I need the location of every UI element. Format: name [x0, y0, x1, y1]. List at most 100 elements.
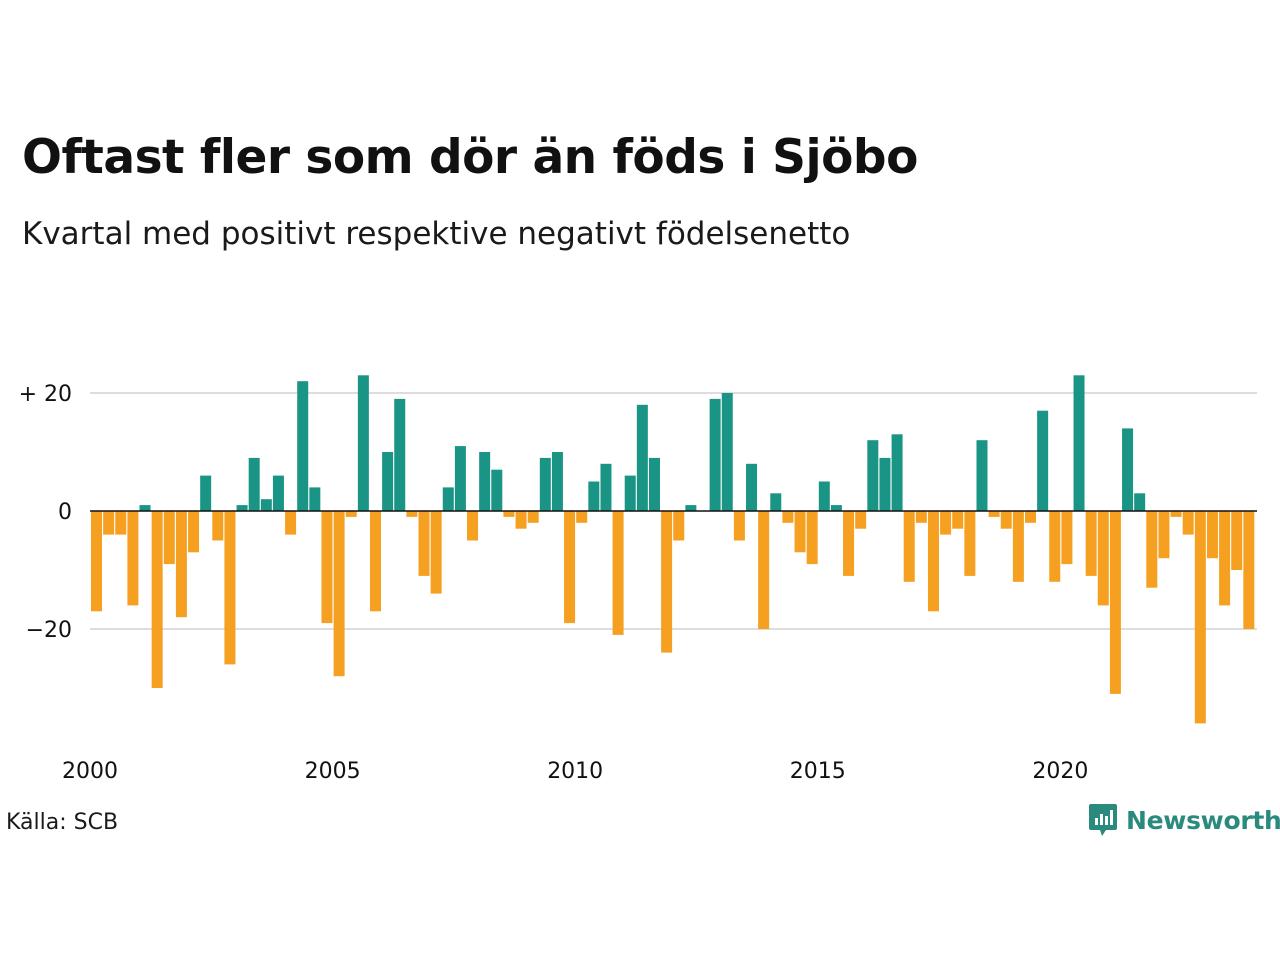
- bar-negative: [503, 511, 515, 517]
- bar-positive: [624, 475, 636, 511]
- bar-negative: [345, 511, 357, 517]
- bar-positive: [357, 375, 369, 511]
- bar-negative: [1061, 511, 1073, 565]
- bar-positive: [394, 398, 406, 511]
- bar-positive: [139, 505, 151, 511]
- bar-negative: [175, 511, 187, 618]
- bar-positive: [600, 463, 612, 511]
- x-tick-label: 2000: [62, 759, 118, 784]
- bar-positive: [709, 398, 721, 511]
- bar-negative: [855, 511, 867, 529]
- y-tick-label: −20: [26, 618, 72, 643]
- x-tick-label: 2005: [305, 759, 361, 784]
- bar-negative: [369, 511, 381, 612]
- brand-name: Newsworthy: [1126, 805, 1280, 835]
- bar-negative: [1012, 511, 1024, 582]
- bar-negative: [794, 511, 806, 553]
- bar-negative: [1109, 511, 1121, 694]
- bar-positive: [1073, 375, 1085, 511]
- bar-negative: [1206, 511, 1218, 559]
- bar-positive: [551, 452, 563, 511]
- y-tick-label: 0: [58, 500, 72, 525]
- bar-positive: [746, 463, 758, 511]
- bar-negative: [1243, 511, 1255, 629]
- bar-negative: [673, 511, 685, 541]
- bar-positive: [309, 487, 321, 511]
- bar-positive: [721, 393, 733, 511]
- bar-positive: [479, 452, 491, 511]
- bar-positive: [260, 499, 272, 511]
- bar-positive: [1134, 493, 1146, 511]
- bar-negative: [843, 511, 855, 576]
- bar-negative: [782, 511, 794, 523]
- bar-negative: [1025, 511, 1037, 523]
- bar-positive: [636, 404, 648, 511]
- bar-negative: [1097, 511, 1109, 606]
- bar-positive: [770, 493, 782, 511]
- bar-positive: [830, 505, 842, 511]
- bar-negative: [988, 511, 1000, 517]
- newsworthy-logo-icon: [1089, 804, 1117, 836]
- bar-negative: [115, 511, 127, 535]
- source-note: Källa: SCB: [6, 810, 119, 835]
- bar-positive: [818, 481, 830, 511]
- bar-negative: [1170, 511, 1182, 517]
- bar-negative: [1231, 511, 1243, 570]
- bar-chart: + 20 0 −20 2000 2005 2010 2015 2020: [19, 375, 1257, 784]
- bar-negative: [1000, 511, 1012, 529]
- bar-positive: [454, 446, 466, 511]
- bar-negative: [103, 511, 115, 535]
- bar-negative: [915, 511, 927, 523]
- bar-negative: [430, 511, 442, 594]
- bar-negative: [212, 511, 224, 541]
- bar-negative: [903, 511, 915, 582]
- bar-layer: [91, 375, 1255, 724]
- bar-positive: [976, 440, 988, 511]
- bar-positive: [1122, 428, 1134, 511]
- bar-negative: [1146, 511, 1158, 588]
- grid-layer: [90, 392, 1257, 630]
- bar-negative: [564, 511, 576, 624]
- bar-positive: [648, 457, 660, 511]
- chart-subtitle: Kvartal med positivt respektive negativt…: [22, 216, 851, 252]
- bar-negative: [612, 511, 624, 635]
- axis-layer: + 20 0 −20 2000 2005 2010 2015 2020: [19, 382, 1257, 784]
- bar-negative: [515, 511, 527, 529]
- bar-positive: [879, 457, 891, 511]
- bar-negative: [91, 511, 102, 612]
- bar-negative: [321, 511, 333, 624]
- bar-negative: [806, 511, 818, 565]
- bar-negative: [940, 511, 952, 535]
- x-tick-label: 2015: [790, 759, 846, 784]
- bar-negative: [467, 511, 479, 541]
- bar-negative: [1049, 511, 1061, 582]
- bar-negative: [163, 511, 175, 565]
- bar-positive: [539, 457, 551, 511]
- bar-negative: [188, 511, 200, 553]
- bar-positive: [236, 505, 248, 511]
- bar-negative: [406, 511, 418, 517]
- bar-negative: [964, 511, 976, 576]
- bar-negative: [1219, 511, 1231, 606]
- bar-negative: [127, 511, 139, 606]
- newsworthy-logo: Newsworthy: [1088, 802, 1280, 838]
- bar-positive: [200, 475, 212, 511]
- bar-negative: [418, 511, 430, 576]
- bar-positive: [685, 505, 697, 511]
- bar-negative: [1158, 511, 1170, 559]
- bar-positive: [272, 475, 284, 511]
- bar-positive: [382, 452, 394, 511]
- bar-positive: [442, 487, 454, 511]
- bar-positive: [491, 469, 503, 511]
- bar-negative: [151, 511, 163, 688]
- bar-negative: [1194, 511, 1206, 724]
- x-tick-label: 2020: [1032, 759, 1088, 784]
- bar-negative: [576, 511, 588, 523]
- bar-negative: [527, 511, 539, 523]
- y-tick-label: + 20: [19, 382, 72, 407]
- bar-negative: [927, 511, 939, 612]
- x-tick-label: 2010: [547, 759, 603, 784]
- bar-positive: [867, 440, 879, 511]
- bar-negative: [1085, 511, 1097, 576]
- bar-positive: [588, 481, 600, 511]
